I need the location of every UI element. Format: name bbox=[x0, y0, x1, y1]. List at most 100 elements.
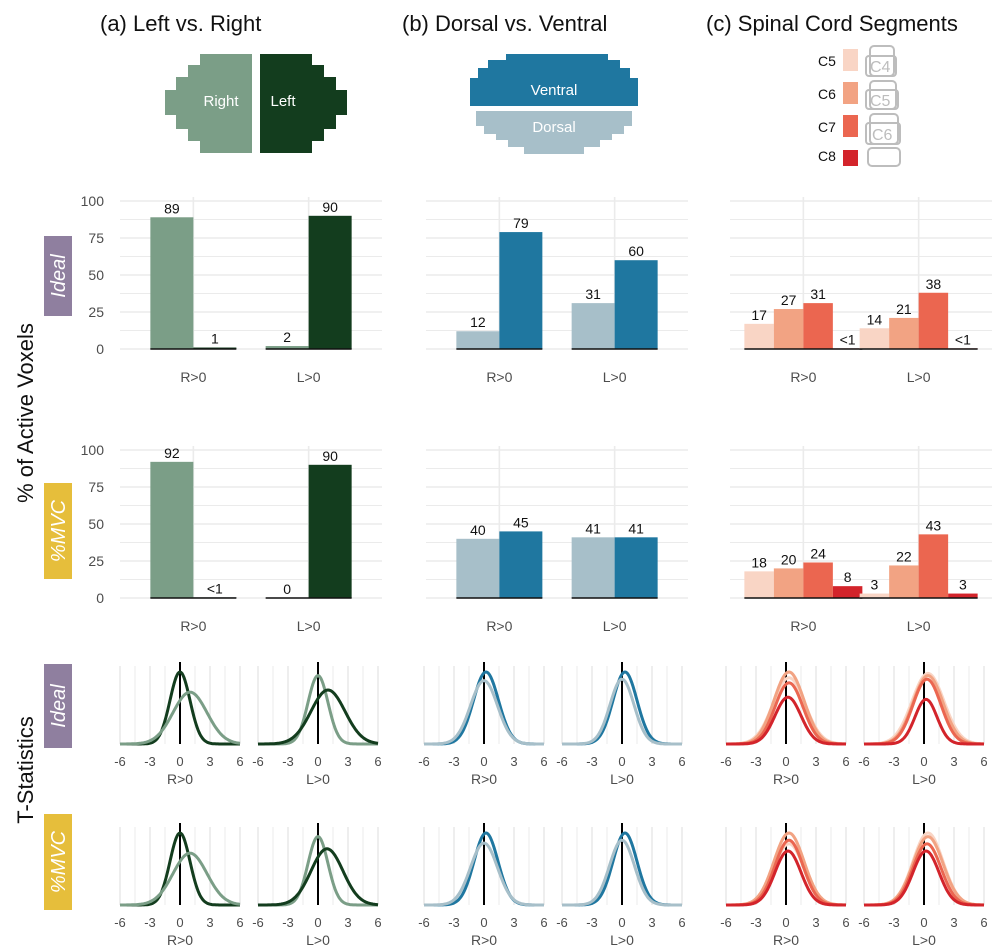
y-tick-label: 50 bbox=[88, 267, 104, 283]
density-curve-c8 bbox=[863, 697, 985, 746]
dorsal-shape bbox=[476, 111, 632, 154]
bar-c6-l bbox=[889, 565, 919, 598]
legend-label-c8: C8 bbox=[818, 148, 836, 164]
bar-value-label: 0 bbox=[283, 581, 291, 597]
ventral-label: Ventral bbox=[531, 82, 578, 99]
bar-value-label: 21 bbox=[896, 301, 912, 317]
bar-c5-l bbox=[859, 328, 890, 349]
y-tick-label: 75 bbox=[88, 479, 104, 495]
x-tick-label: 6 bbox=[540, 754, 547, 769]
category-tick-label: R>0 bbox=[790, 369, 816, 385]
row-label-mvc-bars: %MVC bbox=[48, 499, 70, 562]
bar-panel-a-mvc: 92 <1 R>0 0 90 L>0 0 25 50 75 100 bbox=[81, 442, 382, 634]
x-tick-label: -3 bbox=[282, 754, 294, 769]
bar-c7-r bbox=[803, 562, 833, 598]
x-tick-label: -6 bbox=[252, 915, 264, 930]
x-tick-label: -6 bbox=[114, 754, 126, 769]
bar-panel-a-ideal: 89 1 R>0 2 90 L>0 0 25 50 75 100 bbox=[81, 193, 382, 385]
y-tick-label: 75 bbox=[88, 230, 104, 246]
bar-value-label: 2 bbox=[283, 329, 291, 345]
density-panel-c-mvc-l: -6 -3 0 3 6 L>0 bbox=[858, 823, 988, 948]
bar-c8-l bbox=[948, 593, 978, 598]
bar-value-label: <1 bbox=[207, 580, 223, 596]
bar-panel-b-ideal: 12 79 R>0 31 60 L>0 bbox=[426, 197, 688, 385]
bar-ventral-l bbox=[614, 260, 658, 349]
x-tick-label: 3 bbox=[206, 915, 213, 930]
right-label: Right bbox=[203, 93, 239, 110]
bar-value-label: 14 bbox=[867, 311, 883, 327]
y-tick-label: 25 bbox=[88, 304, 104, 320]
density-curve-c8 bbox=[725, 849, 847, 907]
x-tick-label: -6 bbox=[556, 754, 568, 769]
illustration-spinal-segments: C5 C6 C7 C8 C4 C5 C6 bbox=[818, 45, 901, 167]
density-curve-left bbox=[257, 688, 379, 746]
legend-label-c7: C7 bbox=[818, 119, 836, 135]
x-tick-label: -3 bbox=[282, 915, 294, 930]
vertebrae-outline bbox=[865, 45, 901, 167]
density-curve-dorsal bbox=[423, 679, 545, 746]
bar-left-l bbox=[308, 215, 352, 349]
bar-dorsal-l bbox=[571, 537, 615, 598]
vertebra-label-c6: C6 bbox=[872, 127, 893, 144]
category-tick-label: R>0 bbox=[180, 618, 206, 634]
legend-label-c5: C5 bbox=[818, 53, 836, 69]
density-curve-right bbox=[119, 690, 241, 746]
x-tick-label: 3 bbox=[950, 915, 957, 930]
left-half-shape bbox=[260, 54, 347, 153]
density-curve-c8 bbox=[725, 695, 847, 746]
category-tick-label: L>0 bbox=[907, 369, 931, 385]
x-tick-label: -3 bbox=[144, 754, 156, 769]
bar-panel-c-ideal: 17 27 31 <1 R>0 14 21 38 <1 L>0 bbox=[730, 197, 992, 385]
bar-ventral-l bbox=[614, 537, 658, 598]
density-panel-c-mvc-r: -6 -3 0 3 6 R>0 bbox=[720, 823, 850, 948]
x-tick-label: 0 bbox=[480, 754, 487, 769]
category-tick-label: L>0 bbox=[603, 618, 627, 634]
vertebra-label-c5: C5 bbox=[870, 93, 891, 110]
x-tick-label: 6 bbox=[678, 915, 685, 930]
x-tick-label: -3 bbox=[448, 754, 460, 769]
x-tick-label: 3 bbox=[510, 915, 517, 930]
bar-charts: 89 1 R>0 2 90 L>0 0 25 50 75 100 12 79 R>0 31 60 L>0 17 27… bbox=[81, 193, 992, 634]
column-title-b: (b) Dorsal vs. Ventral bbox=[402, 11, 607, 36]
x-tick-label: 3 bbox=[950, 754, 957, 769]
y-tick-label: 0 bbox=[96, 341, 104, 357]
bar-value-label: 20 bbox=[781, 551, 797, 567]
bar-ventral-r bbox=[499, 232, 543, 349]
category-tick-label: L>0 bbox=[297, 618, 321, 634]
bar-value-label: 8 bbox=[844, 569, 852, 585]
bar-panel-c-mvc: 18 20 24 8 R>0 3 22 43 3 L>0 bbox=[730, 446, 992, 634]
density-panel-c-ideal-r: -6 -3 0 3 6 R>0 bbox=[720, 662, 850, 787]
bar-value-label: 18 bbox=[751, 554, 767, 570]
x-tick-label: -6 bbox=[720, 915, 732, 930]
density-curve-c8 bbox=[863, 849, 985, 907]
bar-right-r bbox=[150, 217, 194, 349]
x-tick-label: -3 bbox=[888, 915, 900, 930]
y-tick-label: 25 bbox=[88, 553, 104, 569]
density-panel-a-mvc-l: -6 -3 0 3 6 L>0 bbox=[252, 823, 382, 948]
y-tick-label: 50 bbox=[88, 516, 104, 532]
density-panel-a-ideal-l: -6 -3 0 3 6 L>0 bbox=[252, 662, 382, 787]
x-tick-label: 3 bbox=[510, 754, 517, 769]
x-tick-label: 6 bbox=[980, 915, 987, 930]
row-label-box-mvc-bars bbox=[44, 483, 72, 579]
bar-c5-l bbox=[859, 593, 890, 598]
density-axis-label: R>0 bbox=[167, 932, 193, 948]
x-tick-label: -3 bbox=[586, 915, 598, 930]
x-tick-label: 6 bbox=[236, 915, 243, 930]
x-tick-label: 6 bbox=[842, 754, 849, 769]
bar-panel-b-mvc: 40 45 R>0 41 41 L>0 bbox=[426, 446, 688, 634]
y-tick-label: 100 bbox=[81, 193, 105, 209]
row-label-box-ideal-density bbox=[44, 664, 72, 748]
x-tick-label: 3 bbox=[206, 754, 213, 769]
density-axis-label: R>0 bbox=[773, 932, 799, 948]
legend-label-c6: C6 bbox=[818, 86, 836, 102]
density-curve-dorsal bbox=[423, 841, 545, 907]
bar-value-label: 89 bbox=[164, 200, 180, 216]
x-tick-label: 3 bbox=[812, 754, 819, 769]
row-label-ideal-density: Ideal bbox=[48, 684, 70, 728]
density-axis-label: L>0 bbox=[306, 771, 330, 787]
x-tick-label: 0 bbox=[618, 915, 625, 930]
left-label: Left bbox=[270, 93, 296, 110]
x-tick-label: -6 bbox=[556, 915, 568, 930]
